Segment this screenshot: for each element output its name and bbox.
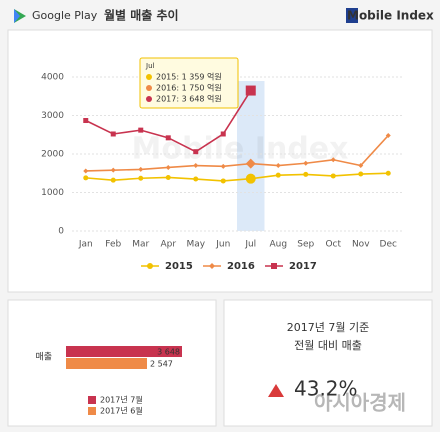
point [165,164,171,170]
tooltip-dot [146,74,152,80]
y-tick-label: 0 [58,227,64,237]
point [385,133,391,139]
series-line [85,172,389,182]
legend-label: 2017년 7월 [100,395,143,405]
point [275,163,281,169]
tooltip-dot [146,96,152,102]
play-icon-part [14,9,20,23]
point [245,85,256,96]
summary-subtitle: 전월 대비 매출 [294,339,362,352]
y-tick-label: 3000 [41,111,64,121]
point [271,263,277,269]
series-line [85,134,389,172]
y-tick-label: 4000 [41,73,64,83]
point [220,131,226,137]
point [220,163,226,169]
summary-panel [223,299,433,427]
point [193,149,199,155]
x-tick-label: Apr [160,240,176,250]
point [110,177,116,183]
x-tick-label: Oct [325,240,341,250]
tooltip-dot [146,85,152,91]
y-tick-label: 2000 [41,150,64,160]
x-tick-label: Sep [297,240,314,250]
point [147,263,153,269]
logo-box [346,8,358,23]
x-tick-label: Feb [105,240,121,250]
bar [66,358,147,369]
legend-swatch [88,396,96,404]
point [330,173,336,179]
tooltip-item: 2017: 3 648 억원 [156,94,222,104]
point [358,171,364,177]
point [83,168,89,174]
summary-title: 2017년 7월 기준 [287,321,369,334]
point [83,118,89,124]
point [303,171,309,177]
bar-chart: 매출 3 648 2017년 7월 2 547 2017년 6월 [35,346,182,416]
point [138,175,144,181]
tooltip-item: 2015: 1 359 억원 [156,72,222,82]
point [83,175,89,181]
x-tick-label: Dec [380,240,397,250]
category-label: 매출 [35,352,52,363]
watermark: 아시아경제 [314,391,406,415]
point [330,157,336,163]
x-tick-label: Nov [352,240,370,250]
header-title: 월별 매출 추이 [104,8,179,23]
point [303,160,309,166]
point [385,170,391,176]
x-tick-label: Mar [132,240,149,250]
point [245,173,256,184]
value-label: 2 547 [150,360,173,369]
summary-change: 43.2% [294,377,358,401]
point [165,135,171,141]
y-tick-label: 1000 [41,188,64,198]
point [193,163,199,169]
tooltip-item: 2016: 1 750 억원 [156,83,222,93]
point [193,176,199,182]
x-tick-label: Jul [244,240,256,250]
point [209,263,215,269]
tooltip [139,57,239,109]
tooltip-title: Jul [145,62,155,70]
point [138,166,144,172]
value-label: 3 648 [157,348,180,357]
point [110,131,116,137]
point [358,163,364,169]
point [220,178,226,184]
legend-label: 2017 [289,261,317,272]
brand: Google Play [32,9,98,22]
point [138,127,144,133]
legend-swatch [88,407,96,415]
x-tick-label: May [186,240,205,250]
x-tick-label: Jun [215,240,230,250]
bar [66,346,182,357]
legend-label: 2015 [165,261,193,272]
x-tick-label: Aug [269,240,287,250]
point [275,172,281,178]
x-tick-label: Jan [78,240,93,250]
logo: Mobile Index [347,9,434,23]
legend-label: 2016 [227,261,255,272]
point [245,158,256,169]
point [110,167,116,173]
up-arrow [268,384,284,397]
legend-label: 2017년 6월 [100,406,143,416]
point [165,174,171,180]
